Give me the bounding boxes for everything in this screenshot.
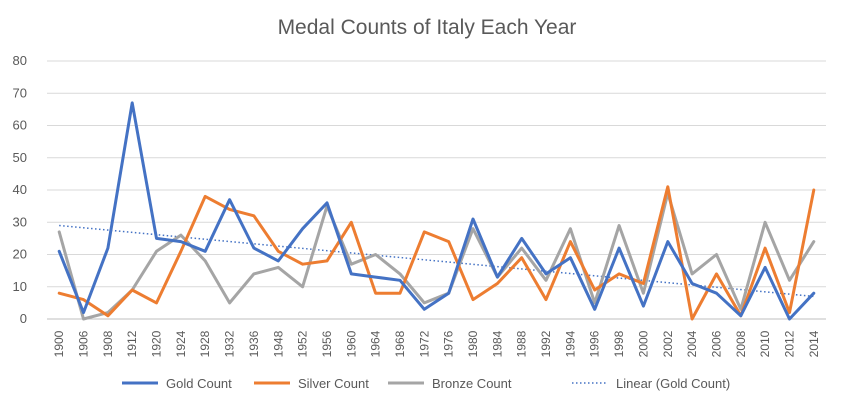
x-tick-label: 1980 xyxy=(466,330,480,357)
legend: Gold Count Silver Count Bronze Count Linear… xyxy=(122,376,730,391)
legend-label: Linear (Gold Count) xyxy=(616,376,730,391)
legend-label: Bronze Count xyxy=(432,376,512,391)
legend-label: Gold Count xyxy=(166,376,232,391)
x-tick-label: 1948 xyxy=(271,330,285,357)
y-tick-label: 20 xyxy=(13,247,27,262)
x-tick-label: 1992 xyxy=(539,330,553,357)
x-tick-label: 1996 xyxy=(588,330,602,357)
x-tick-label: 1906 xyxy=(77,330,91,357)
x-tick-label: 1994 xyxy=(563,330,577,357)
y-tick-label: 70 xyxy=(13,85,27,100)
x-tick-label: 1924 xyxy=(174,330,188,357)
y-tick-label: 40 xyxy=(13,182,27,197)
x-tick-label: 1920 xyxy=(150,330,164,357)
x-tick-label: 1964 xyxy=(369,330,383,357)
x-tick-label: 2012 xyxy=(782,330,796,357)
x-tick-label: 1976 xyxy=(442,330,456,357)
chart-title: Medal Counts of Italy Each Year xyxy=(278,16,577,39)
x-tick-label: 2014 xyxy=(807,330,821,357)
x-tick-label: 1912 xyxy=(125,330,139,357)
legend-label: Silver Count xyxy=(298,376,369,391)
x-tick-label: 2000 xyxy=(636,330,650,357)
x-tick-label: 2002 xyxy=(661,330,675,357)
x-tick-label: 2006 xyxy=(709,330,723,357)
x-tick-label: 1988 xyxy=(515,330,529,357)
x-tick-label: 1960 xyxy=(344,330,358,357)
x-tick-label: 1936 xyxy=(247,330,261,357)
y-tick-label: 30 xyxy=(13,214,27,229)
y-tick-label: 80 xyxy=(13,53,27,68)
series-line-gold xyxy=(57,101,816,321)
x-tick-label: 1972 xyxy=(417,330,431,357)
x-tick-label: 2008 xyxy=(734,330,748,357)
y-axis-ticks: 0 10 20 30 40 50 60 70 80 xyxy=(13,53,27,326)
x-tick-label: 1932 xyxy=(223,330,237,357)
x-tick-label: 1952 xyxy=(296,330,310,357)
x-tick-label: 1928 xyxy=(198,330,212,357)
series-layer xyxy=(57,101,816,321)
x-axis-ticks: 1900 1906 1908 1912 1920 1924 1928 1932 1936 1948… xyxy=(52,330,821,357)
x-tick-label: 1908 xyxy=(101,330,115,357)
gridlines xyxy=(47,60,826,320)
x-tick-label: 2010 xyxy=(758,330,772,357)
y-tick-label: 50 xyxy=(13,150,27,165)
x-tick-label: 1900 xyxy=(52,330,66,357)
x-tick-label: 1968 xyxy=(393,330,407,357)
y-tick-label: 0 xyxy=(20,311,27,326)
x-tick-label: 2004 xyxy=(685,330,699,357)
x-tick-label: 1984 xyxy=(490,330,504,357)
y-tick-label: 60 xyxy=(13,118,27,133)
x-tick-label: 1956 xyxy=(320,330,334,357)
y-tick-label: 10 xyxy=(13,279,27,294)
x-tick-label: 1998 xyxy=(612,330,626,357)
